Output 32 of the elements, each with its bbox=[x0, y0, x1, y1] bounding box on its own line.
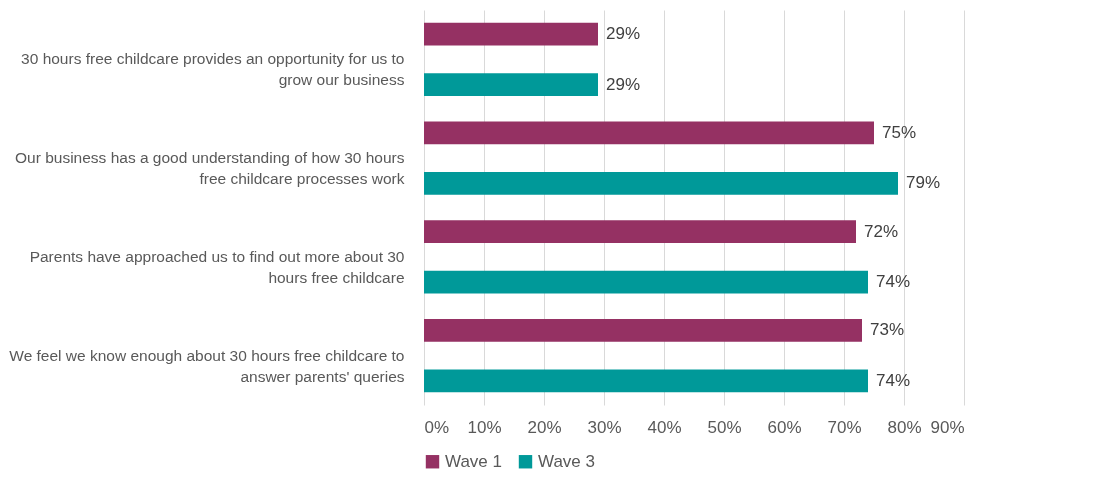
x-tick-label: 50% bbox=[707, 417, 742, 437]
bar bbox=[424, 270, 868, 294]
bar bbox=[424, 171, 898, 195]
bar bbox=[424, 319, 862, 342]
bar bbox=[424, 220, 856, 244]
bar bbox=[424, 73, 598, 96]
x-tick-label: 90% bbox=[930, 417, 965, 437]
x-tick-label: 20% bbox=[527, 417, 562, 437]
x-tick-label: 30% bbox=[587, 417, 622, 437]
data-label: 72% bbox=[864, 221, 899, 241]
x-tick-label: 10% bbox=[467, 417, 502, 437]
x-tick-label: 80% bbox=[887, 417, 922, 437]
data-label: 29% bbox=[606, 74, 641, 94]
data-label: 29% bbox=[606, 24, 641, 44]
data-label: 73% bbox=[870, 320, 905, 340]
y-tick-label: Our business has a good understanding of how 30 hours free childcare processes work bbox=[15, 149, 405, 188]
y-tick-label: Parents have approached us to find out more about 30 hours free childcare bbox=[29, 247, 405, 286]
y-tick-label: We feel we know enough about 30 hours free childcare to answer parents' queries bbox=[9, 346, 405, 385]
bar bbox=[424, 22, 598, 46]
legend-label: Wave 3 bbox=[538, 451, 596, 471]
x-tick-label: 60% bbox=[767, 417, 802, 437]
data-label: 74% bbox=[876, 272, 911, 292]
x-tick-label: 40% bbox=[647, 417, 682, 437]
legend-label: Wave 1 bbox=[445, 451, 503, 471]
y-tick-label: 30 hours free childcare provides an opportunity for us to grow our business bbox=[21, 50, 405, 89]
x-tick-label: 0% bbox=[424, 417, 450, 437]
bar bbox=[424, 121, 874, 145]
data-label: 75% bbox=[882, 122, 917, 142]
data-label: 79% bbox=[906, 173, 941, 193]
x-tick-label: 70% bbox=[827, 417, 862, 437]
bar bbox=[424, 369, 868, 393]
data-label: 74% bbox=[876, 370, 911, 390]
